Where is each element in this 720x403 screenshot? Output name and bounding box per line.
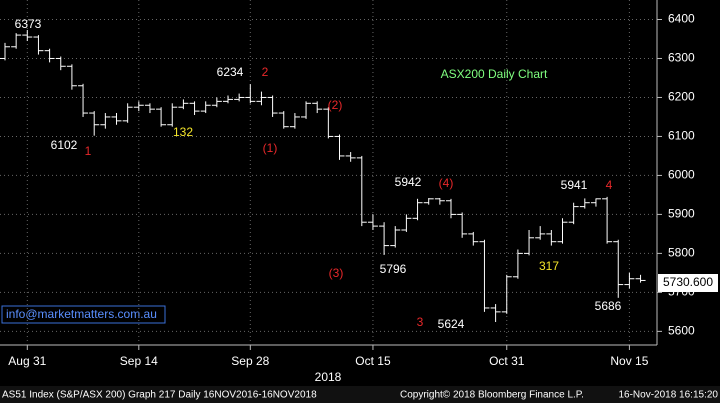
x-tick-label: Nov 15 xyxy=(610,354,648,368)
x-tick-label: Oct 15 xyxy=(355,354,391,368)
y-tick-label: 6400 xyxy=(668,12,695,26)
footer-bar xyxy=(0,386,720,403)
annotation: 317 xyxy=(539,259,559,273)
annotation: 6102 xyxy=(51,138,78,152)
email-box xyxy=(1,305,166,324)
annotation: 132 xyxy=(173,125,193,139)
last-price-label: 5730.600 xyxy=(663,275,713,289)
x-tick-label: Aug 31 xyxy=(8,354,46,368)
annotation: 1 xyxy=(85,144,92,158)
annotation: 5942 xyxy=(395,175,422,189)
y-tick-label: 5700 xyxy=(668,285,695,299)
annotation: 5941 xyxy=(561,178,588,192)
y-tick-label: 6200 xyxy=(668,90,695,104)
x-year-label: 2018 xyxy=(315,370,342,384)
email: info@marketmatters.com.au xyxy=(6,307,157,321)
y-tick-label: 6000 xyxy=(668,168,695,182)
x-tick-label: Sep 28 xyxy=(231,354,269,368)
x-tick-label: Sep 14 xyxy=(120,354,158,368)
annotation: 5796 xyxy=(380,262,407,276)
y-tick-label: 5900 xyxy=(668,207,695,221)
annotation: (4) xyxy=(439,176,454,190)
annotation: (3) xyxy=(329,266,344,280)
annotation: 6373 xyxy=(15,17,42,31)
annotation: 5686 xyxy=(595,299,622,313)
y-tick-label: 5800 xyxy=(668,246,695,260)
annotation: (2) xyxy=(328,98,343,112)
annotation: 4 xyxy=(606,178,613,192)
annotation: 6234 xyxy=(217,65,244,79)
chart-title: ASX200 Daily Chart xyxy=(441,67,548,81)
last-price-box xyxy=(658,274,718,292)
annotation: (1) xyxy=(263,141,278,155)
y-tick-label: 6100 xyxy=(668,129,695,143)
y-tick-label: 6300 xyxy=(668,51,695,65)
footer-copyright: Copyright© 2018 Bloomberg Finance L.P. xyxy=(400,390,584,401)
y-tick-label: 5600 xyxy=(668,324,695,338)
footer-left: AS51 Index (S&P/ASX 200) Graph 217 Daily… xyxy=(2,390,317,401)
annotation: 2 xyxy=(262,65,269,79)
annotation: 5624 xyxy=(438,317,465,331)
footer-time: 16-Nov-2018 16:15:20 xyxy=(618,390,718,401)
annotation: 3 xyxy=(417,315,424,329)
x-tick-label: Oct 31 xyxy=(489,354,525,368)
